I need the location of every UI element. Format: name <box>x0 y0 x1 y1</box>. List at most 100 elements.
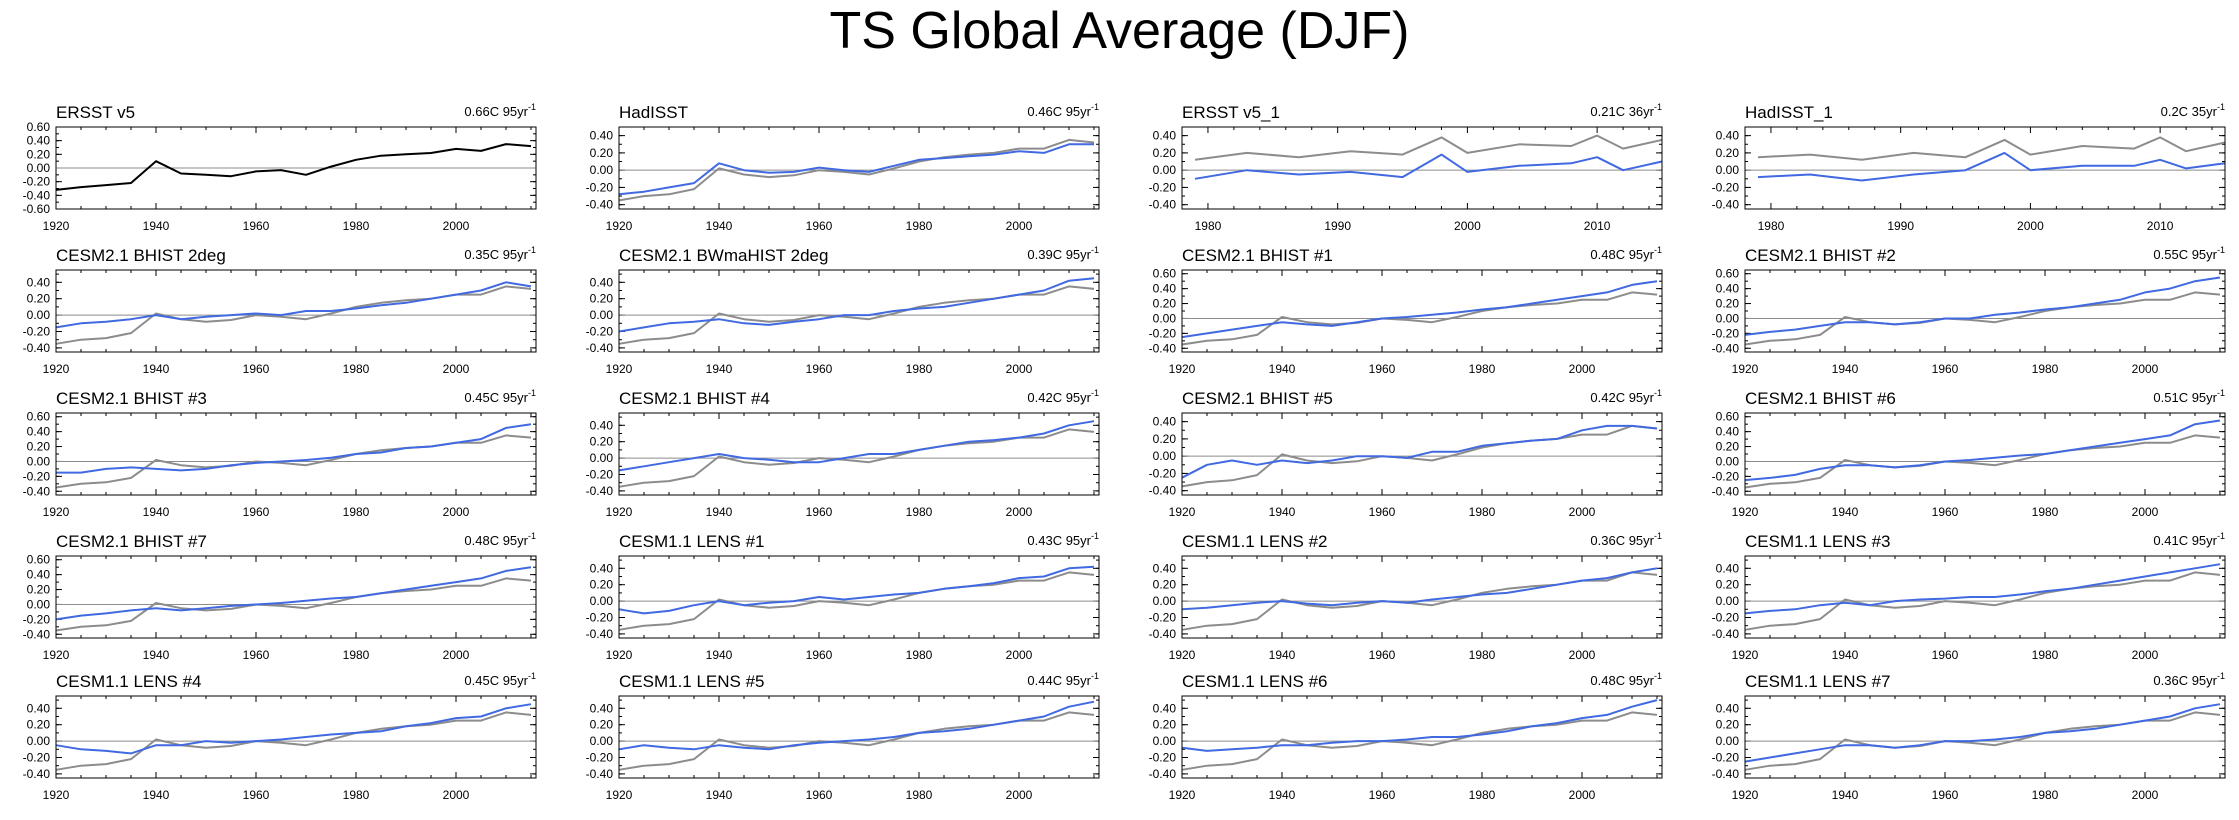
y-tick-label: -0.40 <box>586 484 614 498</box>
x-tick-label: 1980 <box>1469 788 1496 802</box>
y-tick-label: -0.40 <box>586 627 614 641</box>
panel-title: CESM1.1 LENS #4 <box>56 672 202 691</box>
y-tick-label: -0.40 <box>1149 341 1177 355</box>
x-tick-label: 1920 <box>43 505 70 519</box>
y-tick-label: -0.40 <box>23 767 51 781</box>
x-tick-label: 1940 <box>706 788 733 802</box>
x-tick-label: 1920 <box>1169 362 1196 376</box>
x-tick-label: 1940 <box>1269 788 1296 802</box>
y-tick-label: 0.20 <box>590 718 614 732</box>
x-tick-label: 2010 <box>1584 219 1611 233</box>
y-tick-label: -0.20 <box>23 325 51 339</box>
y-tick-label: 0.00 <box>1716 163 1740 177</box>
series-line-reference <box>55 577 532 632</box>
y-tick-label: -0.40 <box>586 767 614 781</box>
y-tick-label: 0.40 <box>590 275 614 289</box>
trend-superscript: -1 <box>1091 102 1099 112</box>
y-tick-label: 0.40 <box>590 701 614 715</box>
x-tick-label: 1940 <box>143 362 170 376</box>
panel-title: CESM2.1 BHIST 2deg <box>56 246 226 265</box>
chart-panel: CESM1.1 LENS #3 0.41C 95yr-1 0.40 0.20 0.00 -… <box>1712 531 2226 662</box>
x-tick-label: 2000 <box>2132 362 2159 376</box>
y-tick-label: 0.20 <box>1153 718 1177 732</box>
x-tick-label: 1980 <box>2032 362 2059 376</box>
y-tick-label: 0.20 <box>590 146 614 160</box>
series-line-model <box>618 143 1094 196</box>
y-tick-label: 0.00 <box>1153 163 1177 177</box>
y-tick-label: -0.20 <box>586 180 614 194</box>
panel-trend: 0.46C 95yr-1 <box>1027 102 1099 119</box>
trend-superscript: -1 <box>1654 388 1662 398</box>
y-tick-label: 0.20 <box>1153 146 1177 160</box>
x-tick-label: 1920 <box>43 362 70 376</box>
chart-panel: CESM1.1 LENS #2 0.36C 95yr-1 0.40 0.20 0.00 -… <box>1149 531 1663 662</box>
plot-frame <box>1744 269 2226 353</box>
y-tick-label: 0.60 <box>27 410 51 424</box>
x-tick-label: 1940 <box>143 219 170 233</box>
panel-title: ERSST v5 <box>56 103 135 122</box>
figure-title: TS Global Average (DJF) <box>829 2 1410 60</box>
chart-panel: HadISST 0.46C 95yr-1 0.40 0.20 0.00 -0.20 -0.4… <box>586 102 1100 233</box>
y-tick-label: 0.20 <box>27 147 51 161</box>
series-line-reference <box>618 138 1095 202</box>
x-tick-label: 1960 <box>806 788 833 802</box>
trend-superscript: -1 <box>1091 671 1099 681</box>
x-tick-label: 1980 <box>906 648 933 662</box>
plot-frame <box>1181 695 1663 779</box>
y-tick-label: -0.40 <box>23 627 51 641</box>
y-tick-label: -0.20 <box>1149 751 1177 765</box>
x-tick-label: 1940 <box>143 788 170 802</box>
x-tick-label: 2000 <box>2132 648 2159 662</box>
x-tick-label: 1940 <box>1269 648 1296 662</box>
y-tick-label: 0.00 <box>590 734 614 748</box>
trend-superscript: -1 <box>1091 531 1099 541</box>
x-tick-label: 2000 <box>1569 505 1596 519</box>
x-tick-label: 1920 <box>606 648 633 662</box>
x-tick-label: 1920 <box>1169 648 1196 662</box>
panel-trend: 0.39C 95yr-1 <box>1027 245 1099 262</box>
chart-panel: HadISST_1 0.2C 35yr-1 0.40 0.20 0.00 -0.20 -0.… <box>1712 102 2226 233</box>
x-tick-label: 1940 <box>1269 362 1296 376</box>
series-line-model <box>56 423 532 474</box>
trend-superscript: -1 <box>2217 531 2225 541</box>
x-tick-label: 1940 <box>143 505 170 519</box>
trend-superscript: -1 <box>1654 102 1662 112</box>
y-tick-label: -0.40 <box>586 198 614 212</box>
series-line-model <box>1744 276 2221 336</box>
x-tick-label: 1960 <box>243 648 270 662</box>
series-line-model <box>55 566 532 621</box>
trend-superscript: -1 <box>1091 388 1099 398</box>
panel-title: CESM2.1 BHIST #5 <box>1182 389 1333 408</box>
x-tick-label: 1960 <box>1932 648 1959 662</box>
y-tick-label: 0.20 <box>1153 578 1177 592</box>
x-tick-label: 1960 <box>806 648 833 662</box>
x-tick-label: 1960 <box>243 505 270 519</box>
x-tick-label: 1960 <box>1369 362 1396 376</box>
x-tick-label: 1960 <box>1369 648 1396 662</box>
panel-trend: 0.2C 35yr-1 <box>2161 102 2225 119</box>
x-tick-label: 1980 <box>2032 505 2059 519</box>
x-tick-label: 1980 <box>1469 505 1496 519</box>
x-tick-label: 2000 <box>1006 219 1033 233</box>
y-tick-label: 0.60 <box>1153 267 1177 281</box>
trend-superscript: -1 <box>528 245 536 255</box>
x-tick-label: 1960 <box>1369 505 1396 519</box>
y-tick-label: 0.40 <box>1716 282 1740 296</box>
x-tick-label: 2000 <box>1006 362 1033 376</box>
y-tick-label: 0.40 <box>1716 129 1740 143</box>
x-tick-label: 1940 <box>1832 505 1859 519</box>
series-line-model <box>1744 703 2221 763</box>
x-tick-label: 1980 <box>906 219 933 233</box>
y-tick-label: -0.20 <box>1149 326 1177 340</box>
series-line-reference <box>1744 434 2221 489</box>
x-tick-label: 1920 <box>1732 362 1759 376</box>
chart-panel: CESM2.1 BWmaHIST 2deg 0.39C 95yr-1 0.40 0.2… <box>586 245 1100 376</box>
panel-trend: 0.42C 95yr-1 <box>1027 388 1099 405</box>
y-tick-label: 0.40 <box>1153 415 1177 429</box>
y-tick-label: 0.00 <box>27 597 51 611</box>
panel-trend: 0.44C 95yr-1 <box>1027 671 1099 688</box>
y-tick-label: 0.40 <box>1153 129 1177 143</box>
x-tick-label: 1920 <box>606 362 633 376</box>
chart-panel: CESM2.1 BHIST #6 0.51C 95yr-1 0.600.400.20… <box>1712 388 2226 519</box>
y-tick-label: -0.40 <box>23 484 51 498</box>
